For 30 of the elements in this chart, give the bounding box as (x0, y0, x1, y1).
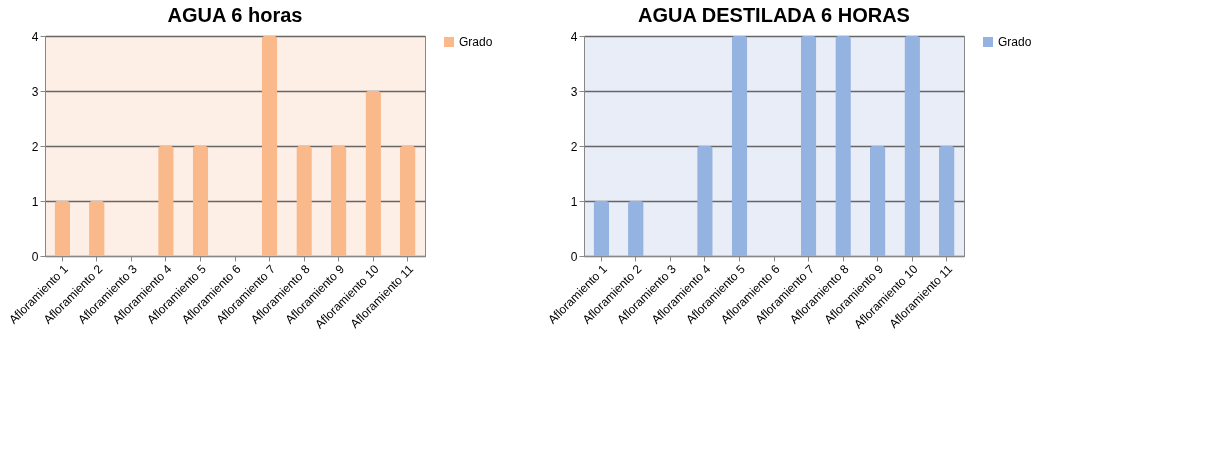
bar (158, 146, 174, 256)
bar (399, 146, 416, 256)
bar (800, 36, 817, 256)
bar (697, 146, 713, 256)
y-tick-label: 4 (31, 29, 39, 44)
bar (731, 36, 748, 256)
bar (835, 36, 851, 256)
bar (261, 36, 278, 256)
bar (330, 146, 347, 256)
bar (938, 146, 955, 256)
bar (54, 201, 71, 256)
bar (869, 146, 886, 256)
bar (296, 146, 312, 256)
bar (192, 146, 209, 256)
y-tick-label: 0 (570, 249, 578, 264)
bar (365, 91, 381, 256)
y-tick-label: 2 (31, 139, 39, 154)
y-tick-label: 0 (31, 249, 39, 264)
y-tick-label: 1 (570, 194, 578, 209)
y-tick-label: 2 (570, 139, 578, 154)
y-tick-label: 3 (570, 84, 578, 99)
legend-label: Grado (998, 35, 1032, 49)
chart-title: AGUA DESTILADA 6 HORAS (638, 4, 910, 26)
chart-title: AGUA 6 horas (167, 4, 303, 26)
y-tick-label: 4 (570, 29, 578, 44)
bar (593, 201, 610, 256)
bar (904, 36, 920, 256)
y-tick-label: 3 (31, 84, 39, 99)
y-tick-label: 1 (31, 194, 39, 209)
legend-label: Grado (459, 35, 493, 49)
